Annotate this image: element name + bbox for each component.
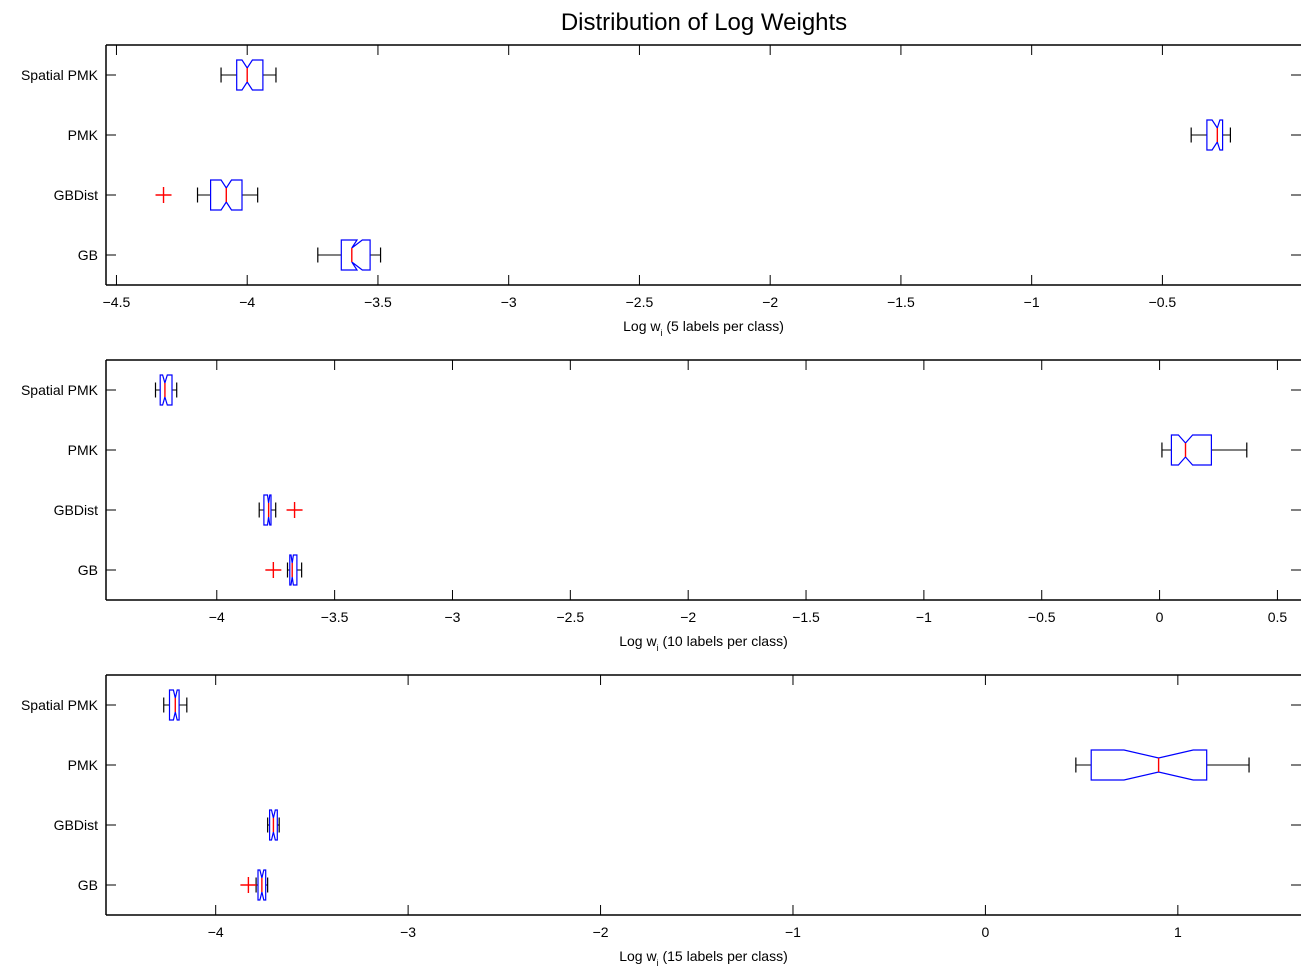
box-gbdist xyxy=(210,179,243,211)
x-axis-label: Log wi (15 labels per class) xyxy=(619,948,788,967)
outlier-gb xyxy=(240,877,257,893)
figure-title: Distribution of Log Weights xyxy=(561,9,847,36)
box-gb xyxy=(257,869,267,901)
x-tick-label: −3 xyxy=(501,294,517,310)
x-tick-label: −3.5 xyxy=(364,294,392,310)
y-tick-label-pmk: PMK xyxy=(68,757,99,773)
x-axis-label: Log wi (5 labels per class) xyxy=(623,318,784,338)
box-spatial-pmk xyxy=(168,689,180,721)
x-tick-label: −2.5 xyxy=(557,609,585,625)
box-pmk xyxy=(1090,749,1208,781)
x-tick-label: 0.5 xyxy=(1268,609,1288,625)
x-tick-label: −4.5 xyxy=(103,294,131,310)
box-pmk xyxy=(1170,434,1213,466)
y-tick-label-spatial-pmk: Spatial PMK xyxy=(21,382,99,398)
x-tick-label: −0.5 xyxy=(1149,294,1177,310)
x-tick-label: −3 xyxy=(400,924,416,940)
x-tick-label: −4 xyxy=(239,294,255,310)
box-gbdist xyxy=(263,494,272,526)
x-tick-label: −4 xyxy=(209,609,225,625)
x-tick-label: −2 xyxy=(593,924,609,940)
y-tick-label-gbdist: GBDist xyxy=(54,502,98,518)
x-tick-label: −4 xyxy=(208,924,224,940)
subplot-5-labels: −4.5 −4 −3.5 −3 −2.5 −2 −1.5 −1 −0.5 Log wi (5 la… xyxy=(21,44,1301,338)
x-tick-label: −2 xyxy=(762,294,778,310)
outlier-gb xyxy=(265,562,282,578)
y-tick-label-pmk: PMK xyxy=(68,442,99,458)
x-tick-label: −1.5 xyxy=(792,609,820,625)
box-spatial-pmk xyxy=(236,59,264,91)
x-tick-label: −1.5 xyxy=(887,294,915,310)
y-tick-label-gb: GB xyxy=(78,877,98,893)
x-tick-label: 0 xyxy=(982,924,990,940)
x-tick-label: −1 xyxy=(785,924,801,940)
x-tick-label: −2 xyxy=(680,609,696,625)
x-tick-label: −2.5 xyxy=(626,294,654,310)
y-tick-label-gb: GB xyxy=(78,562,98,578)
box-spatial-pmk xyxy=(159,374,173,406)
x-axis-label: Log wi (10 labels per class) xyxy=(619,633,788,653)
y-tick-label-spatial-pmk: Spatial PMK xyxy=(21,697,99,713)
x-tick-label: −0.5 xyxy=(1028,609,1056,625)
box-gbdist xyxy=(269,809,278,841)
x-tick-label: 0 xyxy=(1156,609,1164,625)
x-tick-label: −3.5 xyxy=(321,609,349,625)
y-tick-label-spatial-pmk: Spatial PMK xyxy=(21,67,99,83)
outlier-gbdist xyxy=(286,502,303,518)
outlier-gbdist xyxy=(155,187,172,203)
x-tick-label: −1 xyxy=(916,609,932,625)
box-gb xyxy=(340,239,371,271)
y-tick-label-gbdist: GBDist xyxy=(54,817,98,833)
x-tick-label: −1 xyxy=(1024,294,1040,310)
y-tick-label-pmk: PMK xyxy=(68,127,99,143)
box-gb xyxy=(289,554,298,586)
x-tick-label: 1 xyxy=(1174,924,1182,940)
box-pmk xyxy=(1206,119,1224,151)
x-tick-label: −3 xyxy=(444,609,460,625)
subplot-10-labels: −4 −3.5 −3 −2.5 −2 −1.5 −1 −0.5 0 0.5 Log wi (10 l… xyxy=(21,359,1301,653)
y-tick-label-gbdist: GBDist xyxy=(54,187,98,203)
subplot-15-labels: −4 −3 −2 −1 0 1 Log wi (15 labels per class) GB… xyxy=(21,674,1301,967)
y-tick-label-gb: GB xyxy=(78,247,98,263)
